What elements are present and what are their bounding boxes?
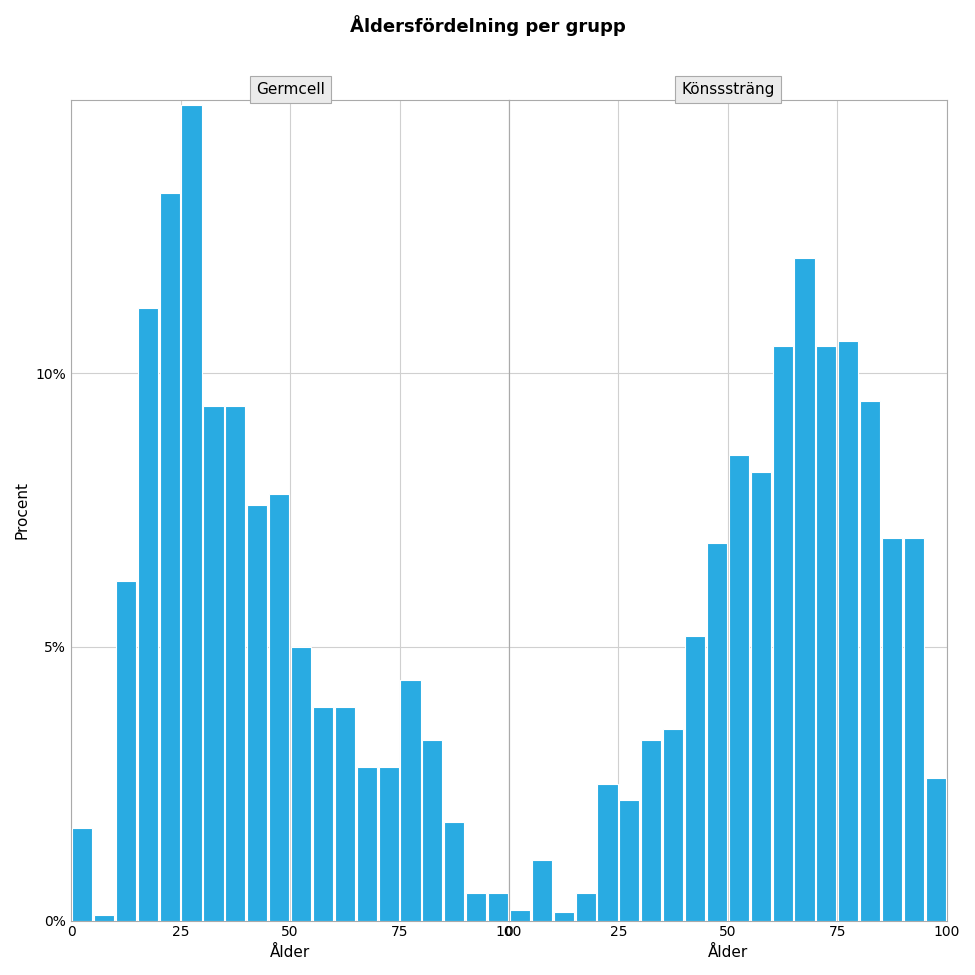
Bar [531, 860, 552, 920]
Title: Germcell: Germcell [255, 82, 325, 98]
Bar [575, 893, 596, 920]
Bar [751, 472, 771, 920]
Bar [772, 346, 793, 920]
Bar [181, 105, 202, 920]
Bar [554, 913, 573, 920]
Bar [248, 505, 267, 920]
Bar [510, 910, 530, 920]
Text: Åldersfördelning per grupp: Åldersfördelning per grupp [350, 15, 625, 36]
Bar [707, 543, 727, 920]
Bar [160, 193, 179, 920]
Bar [269, 493, 290, 920]
Bar [116, 581, 136, 920]
Bar [357, 767, 376, 920]
Bar [72, 828, 93, 920]
Bar [334, 707, 355, 920]
Bar [728, 455, 749, 920]
Bar [378, 767, 399, 920]
Bar [685, 636, 705, 920]
Title: Könsssträng: Könsssträng [682, 82, 774, 98]
X-axis label: Ålder: Ålder [708, 945, 748, 960]
Bar [619, 800, 640, 920]
Bar [816, 346, 837, 920]
X-axis label: Ålder: Ålder [270, 945, 310, 960]
Bar [795, 258, 814, 920]
Bar [204, 407, 223, 920]
Bar [422, 740, 443, 920]
Bar [94, 916, 114, 920]
Bar [642, 740, 661, 920]
Bar [291, 647, 311, 920]
Bar [860, 401, 880, 920]
Bar [466, 893, 487, 920]
Bar [225, 407, 246, 920]
Bar [904, 537, 924, 920]
Bar [882, 537, 902, 920]
Bar [488, 893, 508, 920]
Bar [838, 340, 858, 920]
Bar [926, 778, 946, 920]
Bar [445, 822, 464, 920]
Bar [313, 707, 333, 920]
Bar [137, 308, 158, 920]
Y-axis label: Procent: Procent [15, 481, 30, 539]
Bar [598, 784, 617, 920]
Bar [401, 680, 420, 920]
Bar [663, 729, 683, 920]
